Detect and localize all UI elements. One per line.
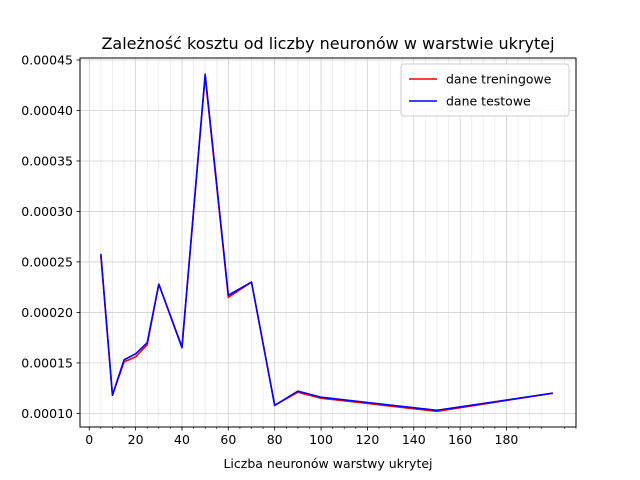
legend-label: dane testowe xyxy=(446,94,531,109)
x-tick-label: 20 xyxy=(128,432,144,447)
x-tick-label: 140 xyxy=(402,432,426,447)
y-tick-label: 0.00035 xyxy=(21,153,73,168)
x-tick-label: 180 xyxy=(495,432,519,447)
y-tick-label: 0.00020 xyxy=(21,305,73,320)
chart-title: Zależność kosztu od liczby neuronów w wa… xyxy=(101,34,554,53)
x-tick-label: 100 xyxy=(309,432,333,447)
grid xyxy=(80,58,577,427)
legend-label: dane treningowe xyxy=(446,72,552,87)
plot-frame xyxy=(79,57,577,428)
x-tick-label: 120 xyxy=(355,432,379,447)
x-tick-label: 40 xyxy=(174,432,190,447)
legend-box xyxy=(400,63,570,117)
x-tick-label: 0 xyxy=(85,432,93,447)
y-tick-label: 0.00010 xyxy=(21,406,73,421)
x-axis-label: Liczba neuronów warstwy ukrytej xyxy=(223,456,432,471)
y-tick-label: 0.00025 xyxy=(21,254,73,269)
y-tick-label: 0.00030 xyxy=(21,204,73,219)
y-tick-label: 0.00040 xyxy=(21,103,73,118)
y-tick-label: 0.00015 xyxy=(21,355,73,370)
x-tick-label: 80 xyxy=(267,432,283,447)
series-line xyxy=(100,73,553,412)
x-tick-label: 160 xyxy=(448,432,472,447)
series-lines xyxy=(100,73,553,413)
x-tick-label: 60 xyxy=(220,432,236,447)
y-tick-label: 0.00045 xyxy=(21,53,73,68)
axis-ticks: 0 20 40 60 80 100 120 140 160 180 0.00010 0.00015 0.… xyxy=(21,53,577,447)
legend: dane treningowe dane testowe xyxy=(400,63,570,117)
